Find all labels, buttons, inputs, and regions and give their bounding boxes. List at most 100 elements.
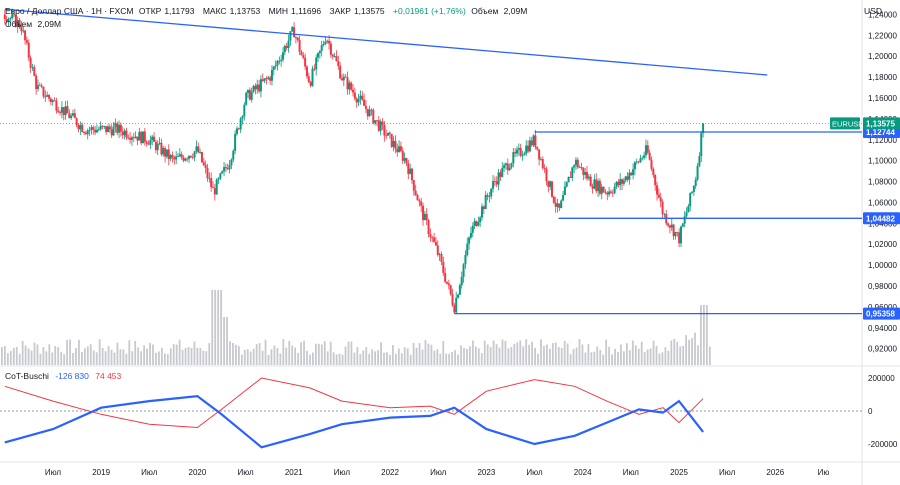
volume-bar [548,348,551,365]
candle-body [348,82,351,90]
volume-bar [596,346,599,365]
volume-bar [620,344,622,365]
candle-body [438,254,441,255]
candle-body [57,110,60,113]
candle-body [528,140,531,152]
volume-bar [463,347,465,365]
candle-body [394,140,397,149]
volume-value: 2,09M [503,6,528,16]
candle-body [504,163,507,166]
candle-body [418,200,421,202]
candle-body [648,152,651,160]
volume-bar [152,344,154,365]
candle-body [16,20,19,27]
candle-body [204,165,207,168]
volume-bar [205,351,208,365]
candle-body [272,66,275,71]
volume-bar [137,347,140,365]
candle-body [462,264,465,277]
candle-body [66,106,69,114]
candle-body [484,195,487,210]
volume-bar [306,350,308,365]
candle-body [578,167,581,168]
volume-bar [169,348,172,365]
volume-bar [267,354,270,365]
volume-bar [386,352,388,365]
volume-bar [685,335,688,365]
candle-body [523,153,526,156]
volume-bar [705,305,708,365]
volume-bar [614,348,616,365]
candle-body [696,165,699,180]
candle-body [20,26,23,32]
candle-body [239,118,242,130]
candle-body [153,136,156,142]
high-value: 1,13753 [229,6,261,16]
candle-body [226,168,229,170]
candle-body [691,191,694,193]
volume-bar [519,340,522,365]
candle-body [434,241,437,246]
candle-body [611,192,614,194]
candle-body [212,187,215,189]
volume-bar [104,351,107,365]
volume-bar [578,339,581,365]
candle-body [635,161,638,163]
candle-body [313,68,316,70]
volume-bar [202,350,205,365]
candle-body [591,186,594,189]
candle-body [320,45,323,51]
volume-bar [329,341,332,365]
candle-body [604,192,607,194]
volume-bar [80,351,83,365]
volume-bar [691,338,693,365]
volume-header: Объем 2,09M [5,19,64,29]
volume-bar [637,348,640,365]
volume-bar [341,354,344,365]
candle-body [554,202,557,207]
volume-bar [551,342,554,365]
volume-bar [235,344,237,365]
volume-bar [270,349,273,365]
volume-bar [190,347,193,365]
candle-body [134,136,137,138]
price-tick-label: 1,18000 [868,73,897,82]
volume-bar [119,349,122,365]
volume-bar [21,340,24,365]
candle-body [81,124,84,132]
candle-body [497,172,500,185]
candle-body [586,171,589,179]
candle-body [405,158,408,164]
candle-body [457,294,460,298]
open-label: ОТКР [138,6,162,16]
candle-body [499,172,502,177]
price-tick-label: 1,22000 [868,31,897,40]
volume-bar [679,346,682,365]
candle-body [84,132,87,135]
cot-value-red: 74 453 [95,371,122,381]
price-tick-label: 1,24000 [868,10,897,19]
candle-body [702,123,705,134]
candle-body [646,145,649,153]
candle-body [549,181,552,187]
candle-body [422,205,425,221]
candle-body [282,52,285,60]
candle-body [475,221,478,226]
candle-body [355,98,358,103]
candle-body [305,66,308,77]
volume-bar [294,347,297,365]
candle-body [274,65,277,67]
candle-body [521,155,524,156]
candle-body [259,79,262,92]
candle-body [123,130,126,136]
candle-body [379,121,382,131]
candle-body [442,261,445,273]
time-tick-label: Июл [623,468,640,477]
candle-body [339,66,342,79]
candle-body [479,217,482,223]
candle-body [359,95,362,100]
candle-body [248,89,251,100]
candle-body [668,225,671,228]
candle-body [250,91,253,100]
